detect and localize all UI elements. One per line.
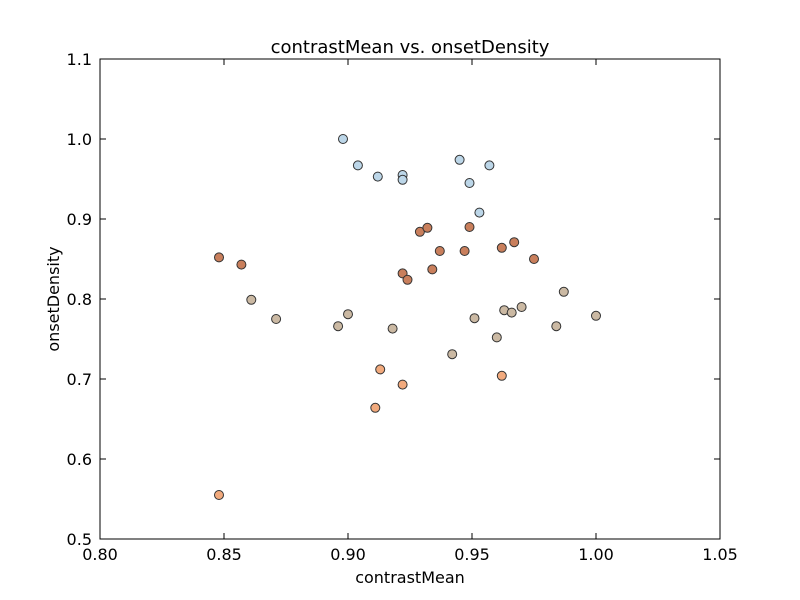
data-points <box>214 134 601 500</box>
scatter-point <box>214 490 224 500</box>
x-tick-label: 1.00 <box>578 545 614 564</box>
chart-title: contrastMean vs. onsetDensity <box>271 37 550 58</box>
scatter-point <box>591 310 601 321</box>
x-tick-label: 0.80 <box>82 545 118 564</box>
x-tick-label: 0.95 <box>454 545 490 564</box>
scatter-point <box>464 222 475 232</box>
x-tick-label: 1.05 <box>702 545 738 564</box>
scatter-point <box>496 242 507 253</box>
y-tick-label: 1.1 <box>67 50 92 69</box>
scatter-point <box>454 154 465 165</box>
scatter-point <box>491 332 502 343</box>
scatter-point <box>372 171 383 182</box>
scatter-point <box>246 294 257 305</box>
y-tick-label: 0.9 <box>67 210 92 229</box>
scatter-point <box>484 160 495 171</box>
x-tick-label: 0.85 <box>206 545 242 564</box>
scatter-point <box>516 302 527 312</box>
scatter-point <box>506 307 517 318</box>
x-axis-label: contrastMean <box>355 568 465 587</box>
scatter-point <box>352 160 363 171</box>
x-tick-label: 0.90 <box>330 545 366 564</box>
scatter-point <box>529 254 539 264</box>
scatter-point <box>551 321 562 332</box>
scatter-point <box>496 370 507 381</box>
axis-ticks: 0.80 0.85 0.90 0.95 1.00 1.05 0.5 0.6 0.7 0.8 0.9 1… <box>67 50 738 564</box>
scatter-point <box>434 246 445 256</box>
scatter-point <box>464 178 475 188</box>
y-axis-label: onsetDensity <box>44 246 63 351</box>
scatter-point <box>375 364 386 375</box>
scatter-point <box>333 321 344 332</box>
plot-area <box>100 59 720 539</box>
scatter-point <box>402 274 413 285</box>
scatter-point <box>338 134 348 144</box>
scatter-point <box>474 207 485 218</box>
scatter-point <box>214 252 224 263</box>
scatter-point <box>271 314 282 324</box>
scatter-point <box>370 402 381 413</box>
scatter-point <box>459 246 470 256</box>
scatter-point <box>447 349 458 360</box>
y-tick-label: 0.7 <box>67 370 92 389</box>
scatter-point <box>427 264 438 275</box>
y-tick-label: 0.8 <box>67 290 92 309</box>
plot-frame <box>99 58 721 540</box>
scatter-point <box>469 313 480 324</box>
scatter-point <box>236 259 247 270</box>
scatter-point <box>387 323 398 334</box>
scatter-point <box>422 222 433 233</box>
scatter-point <box>509 237 520 248</box>
scatter-point <box>397 379 408 390</box>
y-tick-label: 0.5 <box>67 530 92 549</box>
scatter-point <box>343 309 353 320</box>
y-tick-label: 1.0 <box>67 130 92 149</box>
y-tick-label: 0.6 <box>67 450 92 469</box>
scatter-point <box>558 286 569 297</box>
scatter-point <box>397 174 408 185</box>
